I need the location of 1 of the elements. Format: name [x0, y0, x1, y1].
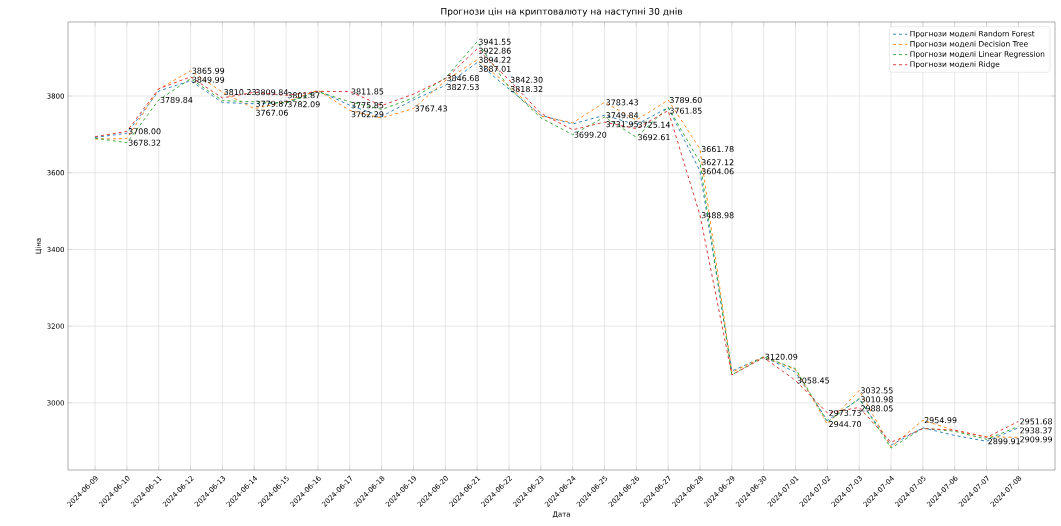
chart-title: Прогнози цін на криптовалюту на наступні 30 днів	[441, 7, 683, 17]
